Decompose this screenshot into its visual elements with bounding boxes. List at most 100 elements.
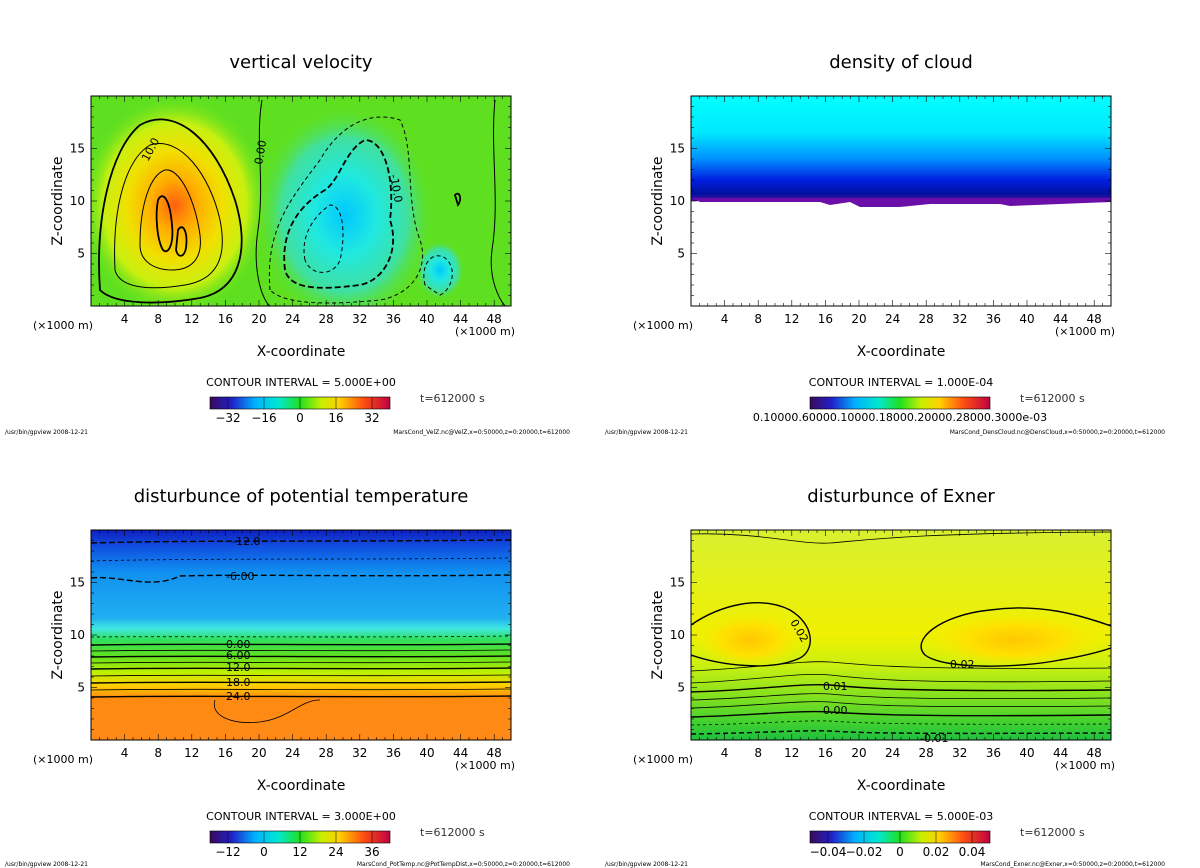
contour-label: -12.0 <box>232 535 260 548</box>
colorbar-tick-label: 24 <box>328 845 343 859</box>
x-axis-label: X-coordinate <box>857 778 946 794</box>
colorbar-tick-label: −0.02 <box>846 845 883 859</box>
chart-title: disturbunce of potential temperature <box>134 486 469 507</box>
contour-neg15 <box>303 204 344 273</box>
colorbar-tick-label: 32 <box>364 411 379 425</box>
colorbar-tick-label: −16 <box>251 411 276 425</box>
contour-label: -10.0 <box>387 173 405 203</box>
y-tick-label: 5 <box>677 681 685 695</box>
colorbar-tick-label: 12 <box>292 845 307 859</box>
contour-20 <box>139 169 201 271</box>
x-tick-label: 4 <box>721 312 729 326</box>
colorbar-tick-label: −12 <box>215 845 240 859</box>
y-axis-label: Z-coordinate <box>50 590 66 679</box>
contour-label: -0.01 <box>920 732 948 745</box>
contour-30 <box>155 195 174 253</box>
footer-right: MarsCond_PotTemp.nc@PotTempDist,x=0:5000… <box>357 861 570 868</box>
contour-label: 0.01 <box>823 680 848 693</box>
y-tick-label: 15 <box>670 142 685 156</box>
contour-interval: CONTOUR INTERVAL = 1.000E-04 <box>809 376 993 389</box>
plot-area <box>691 96 1111 306</box>
panel-potential-temperature: disturbunce of potential temperature -12… <box>5 486 570 868</box>
x-tick-label: 48 <box>1087 312 1102 326</box>
x-tick-label: 8 <box>154 312 162 326</box>
contour-neg5 <box>268 116 424 304</box>
colorbar-ticks: −32 −16 0 16 32 <box>215 397 380 425</box>
contour-label: 0.00 <box>823 704 848 717</box>
x-tick-label: 36 <box>386 746 401 760</box>
colorbar-ticks: −12 0 12 24 36 <box>215 831 380 859</box>
x-tick-label: 8 <box>754 746 762 760</box>
colorbar-tick-label: 0 <box>296 411 304 425</box>
x-axis-label: X-coordinate <box>257 778 346 794</box>
x-unit-left: (×1000 m) <box>633 319 693 332</box>
y-axis-label: Z-coordinate <box>650 590 666 679</box>
footer-left: /usr/bin/gpview 2008-12-21 <box>605 861 688 868</box>
x-tick-label: 40 <box>419 312 434 326</box>
x-axis-label: X-coordinate <box>257 344 346 360</box>
footer-left: /usr/bin/gpview 2008-12-21 <box>5 861 88 868</box>
x-tick-label: 16 <box>818 312 833 326</box>
x-tick-label: 8 <box>154 746 162 760</box>
x-tick-label: 20 <box>851 312 866 326</box>
x-tick-label: 36 <box>386 312 401 326</box>
x-tick-label: 40 <box>1019 312 1034 326</box>
contour-label: 12.0 <box>226 661 251 674</box>
x-tick-label: 40 <box>419 746 434 760</box>
x-unit-left: (×1000 m) <box>633 753 693 766</box>
x-tick-label: 24 <box>885 746 900 760</box>
x-tick-label: 16 <box>218 746 233 760</box>
contour-neg3 <box>91 635 511 638</box>
panel-vertical-velocity: vertical velocity 10.0 0.00 -10.0 4 8 12 16… <box>5 52 570 436</box>
x-axis-label: X-coordinate <box>857 344 946 360</box>
x-tick-label: 24 <box>885 312 900 326</box>
colorbar-tick-labels: 0.10000.60000.10000.18000.20000.28000.30… <box>753 411 1047 424</box>
colorbar-tick-label: 0 <box>896 845 904 859</box>
x-tick-label: 48 <box>487 312 502 326</box>
contour-neg12 <box>91 539 511 544</box>
x-tick-label: 36 <box>986 746 1001 760</box>
y-tick-label: 15 <box>70 576 85 590</box>
contour-label: 0.02 <box>950 658 975 671</box>
chart-title: density of cloud <box>829 52 973 73</box>
x-tick-label: 4 <box>121 746 129 760</box>
colorbar-tick-label: −0.04 <box>810 845 847 859</box>
chart-title: disturbunce of Exner <box>807 486 995 507</box>
colorbar <box>809 396 991 410</box>
updraft-shading <box>91 96 270 306</box>
y-tick-label: 5 <box>77 681 85 695</box>
isotherm-stack <box>91 643 511 723</box>
y-axis-label: Z-coordinate <box>650 156 666 245</box>
x-unit-right: (×1000 m) <box>1055 325 1115 338</box>
contour-002-right <box>920 607 1111 667</box>
colorbar-tick-label: 36 <box>364 845 379 859</box>
y-tick-label: 10 <box>670 194 685 208</box>
x-tick-label: 12 <box>184 312 199 326</box>
colorbar-tick-label: 0.04 <box>959 845 986 859</box>
x-tick-label: 28 <box>919 312 934 326</box>
x-tick-label: 4 <box>721 746 729 760</box>
field-background <box>91 530 511 740</box>
x-tick-label: 48 <box>1087 746 1102 760</box>
time-label: t=612000 s <box>1020 392 1085 405</box>
downdraft-shading-small <box>415 240 465 300</box>
contour-neg6 <box>91 574 511 583</box>
warm-anomaly-right <box>920 610 1110 670</box>
contour-15 <box>114 143 223 289</box>
x-tick-label: 36 <box>986 312 1001 326</box>
warm-anomaly-left <box>695 610 805 670</box>
contour-002-left <box>691 602 811 667</box>
x-tick-label: 12 <box>784 746 799 760</box>
x-tick-label: 32 <box>352 312 367 326</box>
contour-30b <box>175 226 188 257</box>
footer-right: MarsCond_VelZ.nc@VelZ,x=0:50000,z=0:2000… <box>393 429 570 436</box>
y-tick-label: 15 <box>70 142 85 156</box>
contour-zero-right <box>490 99 506 306</box>
y-tick-label: 10 <box>70 194 85 208</box>
x-tick-label: 28 <box>319 312 334 326</box>
x-tick-label: 20 <box>251 746 266 760</box>
